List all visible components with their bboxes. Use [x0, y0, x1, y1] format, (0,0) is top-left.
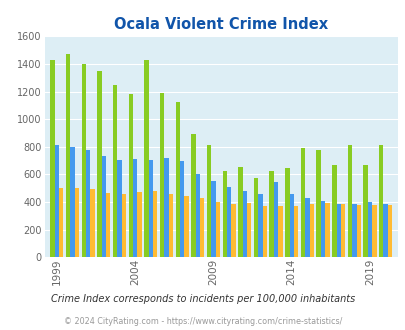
Bar	[242, 191, 246, 257]
Bar	[164, 158, 168, 257]
Bar	[59, 188, 63, 257]
Bar	[231, 204, 235, 257]
Bar	[184, 196, 188, 257]
Bar	[101, 156, 106, 257]
Bar	[148, 160, 153, 257]
Bar	[160, 93, 164, 257]
Bar	[293, 206, 298, 257]
Bar	[315, 149, 320, 257]
Bar	[179, 161, 184, 257]
Bar	[55, 146, 59, 257]
Bar	[371, 205, 376, 257]
Bar	[305, 198, 309, 257]
Bar	[340, 204, 344, 257]
Bar	[367, 202, 371, 257]
Bar	[207, 146, 211, 257]
Bar	[86, 150, 90, 257]
Bar	[75, 188, 79, 257]
Bar	[200, 198, 204, 257]
Bar	[387, 205, 391, 257]
Bar	[238, 167, 242, 257]
Bar	[128, 94, 133, 257]
Bar	[300, 148, 305, 257]
Text: Crime Index corresponds to incidents per 100,000 inhabitants: Crime Index corresponds to incidents per…	[51, 294, 354, 304]
Bar	[175, 102, 179, 257]
Bar	[66, 54, 70, 257]
Bar	[90, 189, 94, 257]
Bar	[137, 192, 141, 257]
Bar	[320, 201, 324, 257]
Bar	[262, 206, 266, 257]
Bar	[215, 202, 220, 257]
Bar	[195, 174, 200, 257]
Bar	[122, 194, 126, 257]
Bar	[253, 178, 258, 257]
Bar	[331, 165, 336, 257]
Bar	[144, 60, 148, 257]
Bar	[336, 204, 340, 257]
Bar	[211, 182, 215, 257]
Bar	[153, 191, 157, 257]
Bar	[117, 160, 121, 257]
Bar	[222, 171, 226, 257]
Title: Ocala Violent Crime Index: Ocala Violent Crime Index	[114, 17, 328, 32]
Bar	[383, 204, 387, 257]
Bar	[70, 147, 75, 257]
Bar	[289, 194, 293, 257]
Bar	[106, 193, 110, 257]
Bar	[168, 194, 173, 257]
Bar	[258, 194, 262, 257]
Text: © 2024 CityRating.com - https://www.cityrating.com/crime-statistics/: © 2024 CityRating.com - https://www.city…	[64, 317, 341, 326]
Bar	[191, 134, 195, 257]
Bar	[269, 171, 273, 257]
Bar	[347, 146, 351, 257]
Bar	[351, 204, 356, 257]
Bar	[273, 182, 277, 257]
Bar	[324, 203, 329, 257]
Bar	[113, 85, 117, 257]
Bar	[356, 205, 360, 257]
Bar	[309, 204, 313, 257]
Bar	[81, 64, 86, 257]
Bar	[97, 71, 101, 257]
Legend: Ocala, Florida, National: Ocala, Florida, National	[94, 325, 347, 330]
Bar	[50, 60, 55, 257]
Bar	[133, 159, 137, 257]
Bar	[226, 187, 231, 257]
Bar	[246, 203, 251, 257]
Bar	[284, 168, 289, 257]
Bar	[378, 146, 383, 257]
Bar	[362, 165, 367, 257]
Bar	[277, 206, 282, 257]
